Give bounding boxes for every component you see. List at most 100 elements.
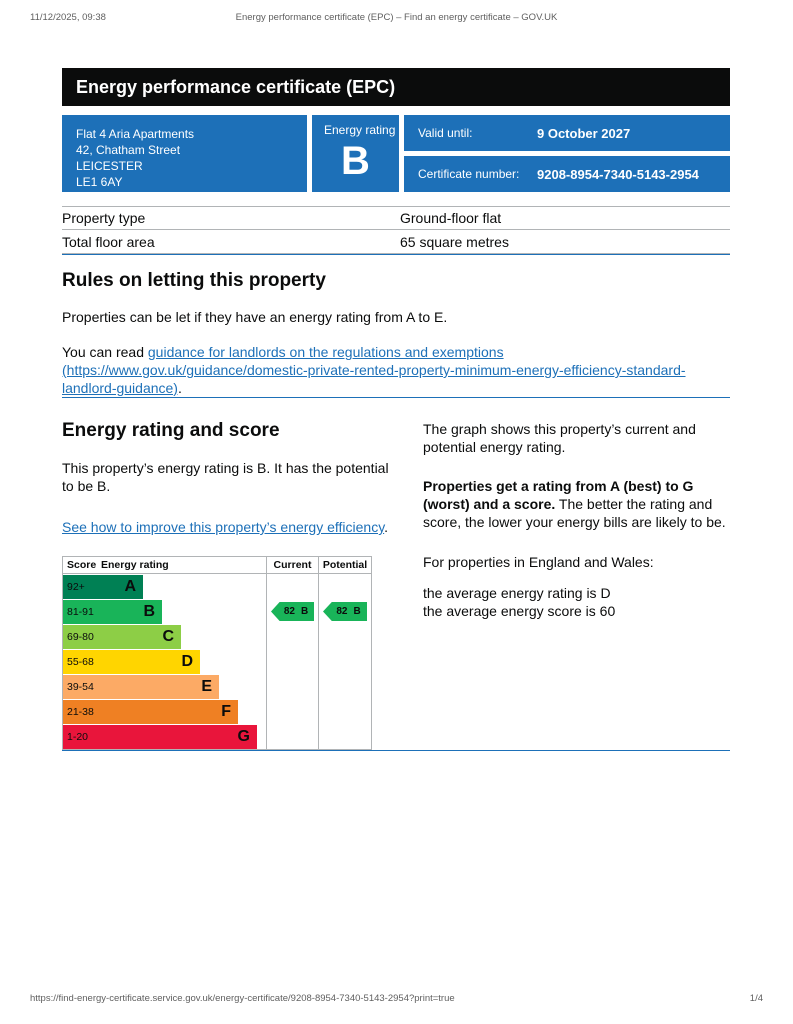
score-header: Score bbox=[67, 559, 97, 571]
potential-letter: B bbox=[353, 606, 361, 617]
energy-rating-box: Energy rating B bbox=[312, 115, 399, 192]
print-url: https://find-energy-certificate.service.… bbox=[30, 993, 455, 1004]
band-row-g: 1-20 G bbox=[63, 724, 266, 749]
improve-suffix: . bbox=[384, 519, 389, 535]
address-line: 42, Chatham Street bbox=[76, 143, 181, 157]
energy-rating-value: B bbox=[341, 139, 370, 183]
validity-column: Valid until: 9 October 2027 Certificate … bbox=[404, 115, 730, 192]
band-score: 21-38 bbox=[67, 705, 94, 718]
certificate-number-value: 9208-8954-7340-5143-2954 bbox=[537, 166, 699, 182]
rating-summary-paragraph: This property’s energy rating is B. It h… bbox=[62, 460, 389, 494]
band-c: 69-80 C bbox=[63, 624, 181, 649]
current-header: Current bbox=[267, 557, 318, 574]
potential-header: Potential bbox=[319, 557, 371, 574]
band-score: 55-68 bbox=[67, 655, 94, 668]
print-header: 11/12/2025, 09:38 Energy performance cer… bbox=[30, 12, 763, 23]
band-row-b: 81-91 B bbox=[63, 599, 266, 624]
property-type-value: Ground-floor flat bbox=[400, 210, 502, 226]
band-letter: C bbox=[162, 627, 174, 645]
section-divider bbox=[62, 397, 730, 398]
energy-rating-header: Energy rating bbox=[101, 559, 169, 571]
epc-banner: Energy performance certificate (EPC) bbox=[62, 68, 730, 106]
band-score: 69-80 bbox=[67, 630, 94, 643]
band-g: 1-20 G bbox=[63, 724, 257, 749]
chart-header-row: Score Energy rating bbox=[63, 557, 266, 574]
floor-area-value: 65 square metres bbox=[400, 233, 509, 250]
epc-rating-chart: Score Energy rating 92+ A 81-91 bbox=[62, 556, 372, 750]
page-title: Energy performance certificate (EPC) bbox=[76, 76, 396, 97]
valid-until-label: Valid until: bbox=[418, 126, 473, 140]
guidance-prefix: You can read bbox=[62, 344, 148, 360]
rating-explainer-paragraph: Properties get a rating from A (best) to… bbox=[423, 477, 730, 531]
improve-efficiency-link[interactable]: See how to improve this property’s energ… bbox=[62, 519, 385, 535]
section-divider bbox=[62, 750, 730, 751]
floor-area-label: Total floor area bbox=[62, 233, 155, 250]
band-score: 81-91 bbox=[67, 605, 94, 618]
guidance-suffix: . bbox=[177, 380, 182, 396]
band-row-d: 55-68 D bbox=[63, 649, 266, 674]
address-line: LE1 6AY bbox=[76, 175, 123, 189]
certificate-number-box: Certificate number: 9208-8954-7340-5143-… bbox=[404, 156, 730, 192]
improve-paragraph: See how to improve this property’s energ… bbox=[62, 518, 392, 536]
band-e: 39-54 E bbox=[63, 674, 219, 699]
rating-scale-column: Score Energy rating 92+ A 81-91 bbox=[63, 557, 267, 749]
band-b: 81-91 B bbox=[63, 599, 162, 624]
rules-guidance-paragraph: You can read guidance for landlords on t… bbox=[62, 343, 730, 397]
print-page-title: Energy performance certificate (EPC) – F… bbox=[235, 12, 558, 23]
current-rating-arrow: 82 B bbox=[271, 602, 314, 621]
band-d: 55-68 D bbox=[63, 649, 200, 674]
band-letter: F bbox=[221, 702, 231, 720]
rating-explainer-bold: Properties get a rating from A (best) to… bbox=[423, 478, 694, 512]
rating-bands: 92+ A 81-91 B 69-80 bbox=[63, 574, 266, 749]
band-row-f: 21-38 F bbox=[63, 699, 266, 724]
valid-until-value: 9 October 2027 bbox=[537, 125, 631, 141]
property-type-label: Property type bbox=[62, 210, 146, 226]
address-line: Flat 4 Aria Apartments bbox=[76, 127, 195, 141]
potential-score: 82 bbox=[336, 606, 348, 617]
certificate-number-label: Certificate number: bbox=[418, 167, 520, 181]
rating-left-column: Energy rating and score This property’s … bbox=[62, 420, 392, 750]
certificate-summary: Flat 4 Aria Apartments 42, Chatham Stree… bbox=[62, 115, 730, 192]
band-f: 21-38 F bbox=[63, 699, 238, 724]
rating-explainer-rest: The better the rating and score, the low… bbox=[423, 496, 726, 530]
average-rating-line: the average energy rating is D bbox=[423, 585, 611, 601]
graph-explainer-paragraph: The graph shows this property’s current … bbox=[423, 421, 696, 455]
band-letter: E bbox=[201, 677, 212, 695]
band-letter: G bbox=[237, 727, 250, 745]
band-row-e: 39-54 E bbox=[63, 674, 266, 699]
current-letter: B bbox=[300, 606, 309, 617]
certificate-page: Energy performance certificate (EPC) Fla… bbox=[62, 68, 730, 751]
current-column: Current 82 B bbox=[267, 557, 319, 749]
rules-paragraph: Properties can be let if they have an en… bbox=[62, 309, 448, 325]
current-score: 82 bbox=[283, 606, 295, 617]
print-datetime: 11/12/2025, 09:38 bbox=[30, 12, 106, 23]
band-letter: D bbox=[181, 652, 193, 670]
section-divider bbox=[62, 254, 730, 255]
rules-heading: Rules on letting this property bbox=[62, 270, 326, 291]
band-letter: A bbox=[124, 577, 136, 595]
averages-paragraph: the average energy rating is D the averag… bbox=[423, 584, 730, 620]
print-page-number: 1/4 bbox=[749, 993, 763, 1004]
rating-and-score-section: Energy rating and score This property’s … bbox=[62, 420, 730, 750]
band-letter: B bbox=[143, 602, 155, 620]
band-row-a: 92+ A bbox=[63, 574, 266, 599]
band-score: 1-20 bbox=[67, 730, 89, 743]
potential-column: Potential 82 B bbox=[319, 557, 371, 749]
potential-rating-arrow: 82 B bbox=[323, 602, 367, 621]
band-score: 92+ bbox=[67, 580, 85, 593]
print-footer: https://find-energy-certificate.service.… bbox=[30, 993, 763, 1004]
table-row: Total floor area 65 square metres bbox=[62, 230, 730, 254]
rating-heading: Energy rating and score bbox=[62, 420, 280, 441]
landlord-guidance-link[interactable]: guidance for landlords on the regulation… bbox=[62, 344, 686, 396]
average-score-line: the average energy score is 60 bbox=[423, 603, 616, 619]
band-row-c: 69-80 C bbox=[63, 624, 266, 649]
valid-until-box: Valid until: 9 October 2027 bbox=[404, 115, 730, 151]
band-score: 39-54 bbox=[67, 680, 94, 693]
rating-right-column: The graph shows this property’s current … bbox=[423, 420, 730, 750]
property-address: Flat 4 Aria Apartments 42, Chatham Stree… bbox=[62, 115, 307, 192]
address-line: LEICESTER bbox=[76, 159, 143, 173]
property-facts-table: Property type Ground-floor flat Total fl… bbox=[62, 206, 730, 254]
energy-rating-label: Energy rating bbox=[324, 123, 396, 137]
table-row: Property type Ground-floor flat bbox=[62, 206, 730, 230]
england-wales-paragraph: For properties in England and Wales: bbox=[423, 554, 654, 570]
